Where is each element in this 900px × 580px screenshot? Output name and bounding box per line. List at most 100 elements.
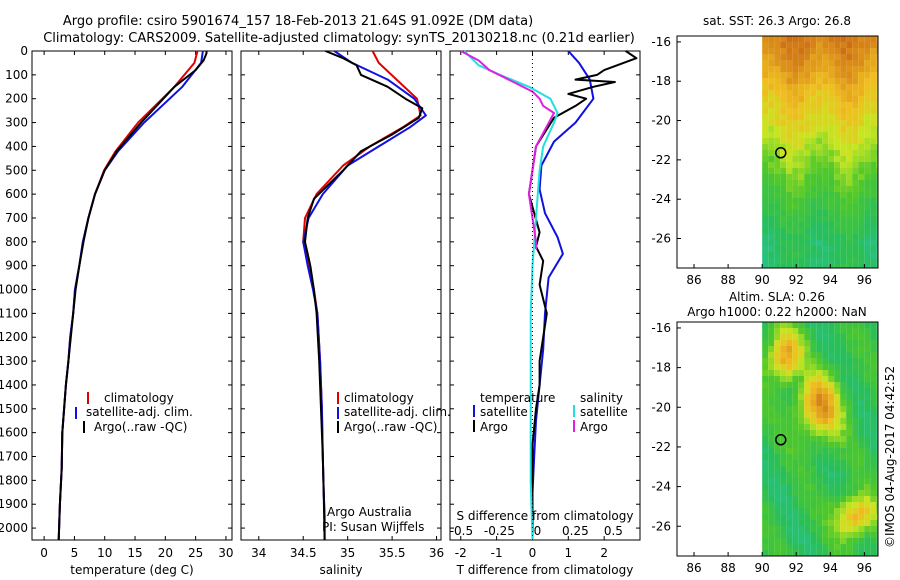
heatmap-cell — [774, 538, 781, 544]
heatmap-cell — [768, 532, 775, 538]
heatmap-cell — [804, 418, 811, 424]
heatmap-cell — [792, 448, 799, 454]
heatmap-cell — [798, 322, 805, 328]
heatmap-cell — [870, 120, 877, 126]
heatmap-cell — [774, 448, 781, 454]
heatmap-cell — [876, 150, 878, 156]
heatmap-cell — [804, 490, 811, 496]
x-tick-label: 86 — [686, 561, 701, 575]
heatmap-cell — [858, 222, 865, 228]
x-tick-label: 5 — [71, 546, 79, 560]
heatmap-cell — [804, 376, 811, 382]
heatmap-cell — [822, 334, 829, 340]
heatmap-cell — [804, 258, 811, 264]
heatmap-cell — [846, 252, 853, 258]
heatmap-cell — [828, 186, 835, 192]
map-frame — [676, 321, 879, 557]
heatmap-cell — [864, 132, 871, 138]
heatmap-cell — [846, 144, 853, 150]
heatmap-cell — [768, 322, 775, 328]
heatmap-cell — [786, 180, 793, 186]
heatmap-cell — [840, 48, 847, 54]
heatmap-cell — [822, 210, 829, 216]
heatmap-cell — [852, 180, 859, 186]
heatmap-cell — [798, 538, 805, 544]
heatmap-cell — [774, 90, 781, 96]
heatmap-cell — [852, 328, 859, 334]
heatmap-cell — [876, 210, 878, 216]
heatmap-cell — [786, 96, 793, 102]
heatmap-cell — [810, 210, 817, 216]
heatmap-cell — [798, 472, 805, 478]
heatmap-cell — [798, 460, 805, 466]
heatmap-cell — [768, 150, 775, 156]
heatmap-cell — [798, 162, 805, 168]
heatmap-cell — [846, 424, 853, 430]
salinity-legend: climatology satellite-adj. clim. Argo(..… — [322, 391, 451, 534]
heatmap-cell — [822, 496, 829, 502]
heatmap-cell — [804, 114, 811, 120]
heatmap-cell — [834, 538, 841, 544]
heatmap-cell — [804, 472, 811, 478]
heatmap-cell — [852, 36, 859, 42]
heatmap-cell — [834, 436, 841, 442]
heatmap-cell — [804, 430, 811, 436]
heatmap-cell — [870, 478, 877, 484]
heatmap-cell — [774, 60, 781, 66]
heatmap-cell — [804, 508, 811, 514]
y-tick-label: 600 — [5, 187, 28, 201]
heatmap-cell — [786, 418, 793, 424]
heatmap-cell — [876, 252, 878, 258]
heatmap-cell — [774, 550, 781, 556]
heatmap-cell — [810, 478, 817, 484]
heatmap-cell — [876, 84, 878, 90]
heatmap-cell — [828, 400, 835, 406]
heatmap-cell — [768, 42, 775, 48]
heatmap-cell — [852, 96, 859, 102]
heatmap-cell — [846, 150, 853, 156]
heatmap-cell — [852, 352, 859, 358]
heatmap-cell — [798, 48, 805, 54]
heatmap-cell — [858, 454, 865, 460]
heatmap-cell — [798, 78, 805, 84]
heatmap-cell — [840, 84, 847, 90]
heatmap-cell — [822, 180, 829, 186]
heatmap-cell — [792, 394, 799, 400]
heatmap-cell — [870, 180, 877, 186]
heatmap-cell — [768, 334, 775, 340]
heatmap-cell — [786, 210, 793, 216]
heatmap-cell — [864, 72, 871, 78]
heatmap-cell — [792, 240, 799, 246]
heatmap-cell — [852, 72, 859, 78]
heatmap-cell — [816, 42, 823, 48]
heatmap-cell — [780, 514, 787, 520]
heatmap-cell — [840, 502, 847, 508]
heatmap-cell — [864, 412, 871, 418]
heatmap-cell — [840, 150, 847, 156]
heatmap-cell — [864, 346, 871, 352]
heatmap-cell — [858, 240, 865, 246]
heatmap-cell — [870, 192, 877, 198]
heatmap-cell — [792, 532, 799, 538]
heatmap-cell — [816, 210, 823, 216]
heatmap-cell — [792, 126, 799, 132]
heatmap-cell — [822, 156, 829, 162]
heatmap-cell — [846, 168, 853, 174]
y-tick-label: -20 — [651, 114, 671, 128]
heatmap-cell — [834, 490, 841, 496]
heatmap-cell — [774, 352, 781, 358]
heatmap-cell — [846, 430, 853, 436]
heatmap-cell — [828, 460, 835, 466]
heatmap-cell — [792, 114, 799, 120]
heatmap-cell — [864, 150, 871, 156]
heatmap-cell — [852, 234, 859, 240]
heatmap-cell — [822, 108, 829, 114]
x-tick-label: 96 — [857, 561, 872, 575]
heatmap-cell — [762, 346, 769, 352]
heatmap-cell — [792, 322, 799, 328]
x-tick-label: -1 — [491, 546, 503, 560]
heatmap-cell — [852, 484, 859, 490]
heatmap-cell — [828, 358, 835, 364]
heatmap-cell — [786, 192, 793, 198]
